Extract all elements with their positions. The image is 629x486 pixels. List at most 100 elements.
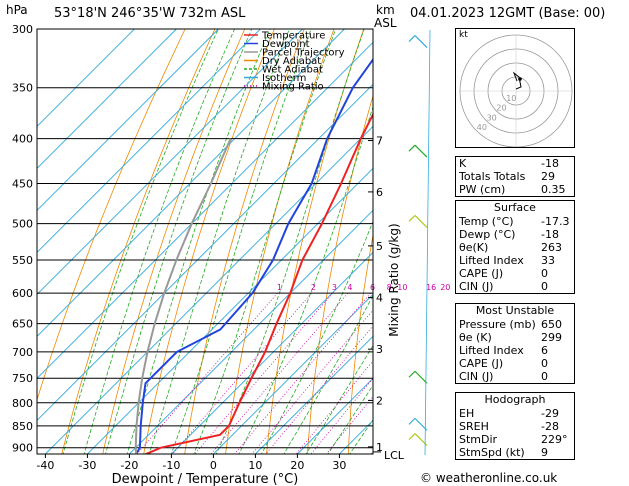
- km-tick-label: 2: [376, 394, 383, 407]
- storm-motion-marker: [518, 77, 522, 81]
- mixing-ratio-label: 16: [426, 283, 436, 292]
- index-row-pw: PW (cm) 0.35: [459, 183, 566, 196]
- isotherm-line: [37, 29, 177, 170]
- surface-table: Surface Temp (°C) -17.3 Dewp (°C) -18 θe(K…: [455, 200, 575, 294]
- legend-label: Parcel Trajectory: [262, 48, 345, 59]
- mixing-ratio-line: [251, 309, 373, 454]
- pressure-tick-label: 450: [12, 178, 33, 191]
- mixing-ratio-label: 2: [311, 283, 316, 292]
- x-axis-label: Dewpoint / Temperature (°C): [112, 472, 299, 486]
- mixing-ratio-label: 20: [440, 283, 450, 292]
- isotherm-line: [37, 29, 303, 296]
- hodo-row: SREH -28: [459, 420, 559, 433]
- temperature-tick-label: -40: [36, 459, 54, 472]
- wet-adiabat-line: [238, 105, 373, 454]
- mu-row: CAPE (J) 0: [459, 357, 548, 370]
- isotherm-line: [37, 29, 135, 128]
- pressure-tick-label: 350: [12, 82, 33, 95]
- wind-profile-line: [424, 29, 431, 456]
- pressure-tick-label: 750: [12, 372, 33, 385]
- index-row-totals: Totals Totals 29: [459, 170, 555, 183]
- wind-barb: [414, 215, 428, 228]
- isotherm-line: [87, 167, 373, 454]
- hodograph-table: Hodograph EH -29 SREH -28 StmDir 229° StmSp…: [455, 392, 575, 460]
- hodo-row: StmSpd (kt) 9: [459, 446, 548, 459]
- temperature-tick-label: -20: [120, 459, 138, 472]
- pressure-tick-label: 400: [12, 133, 33, 146]
- wind-barb-flag: [408, 144, 416, 152]
- isotherm-line: [37, 83, 373, 422]
- isotherm-line: [213, 293, 373, 454]
- pressure-tick-label: 650: [12, 318, 33, 331]
- wind-barb: [414, 144, 428, 158]
- wet-adiabat-line: [193, 29, 337, 454]
- mixing-ratio-line: [210, 292, 349, 454]
- wet-adiabat-line: [83, 29, 235, 454]
- hodograph-unit: kt: [459, 30, 468, 40]
- lcl-label: LCL: [384, 449, 405, 462]
- mixing-ratio-line: [136, 292, 278, 454]
- mu-row: CIN (J) 0: [459, 370, 548, 383]
- legend-label: Temperature: [261, 31, 325, 42]
- wet-adiabat-line: [170, 29, 312, 454]
- wind-barb-flag: [408, 35, 416, 43]
- mu-row: Pressure (mb) 650: [459, 318, 562, 331]
- dry-adiabat-line: [184, 29, 305, 454]
- wind-barb-flag: [408, 417, 416, 425]
- pressure-tick-label: 300: [12, 23, 33, 36]
- surface-row: CIN (J) 0: [459, 280, 548, 293]
- copyright: © weatheronline.co.uk: [420, 471, 558, 485]
- surface-row: Lifted Index 33: [459, 254, 555, 267]
- isotherm-line: [255, 335, 373, 454]
- pressure-tick-label: 800: [12, 397, 33, 410]
- mixing-ratio-label: 3: [332, 283, 337, 292]
- hodograph-trace: [512, 71, 522, 90]
- surface-row: θe(K) 263: [459, 241, 562, 254]
- most-unstable-title: Most Unstable: [475, 304, 555, 317]
- surface-row: Dewp (°C) -18: [459, 228, 559, 241]
- hodograph-ring-label: 10: [506, 94, 516, 103]
- temperature-tick-label: 20: [290, 459, 304, 472]
- km-tick-label: 1: [376, 441, 383, 454]
- hodograph-table-title: Hodograph: [484, 393, 546, 406]
- parcel-trajectory-line: [134, 138, 232, 454]
- mixing-ratio-line: [234, 292, 371, 454]
- pressure-tick-label: 500: [12, 218, 33, 231]
- isotherm-line: [45, 125, 373, 454]
- dry-adiabat-line: [616, 29, 629, 456]
- hodograph-ring-label: 40: [477, 123, 487, 132]
- hodo-row: StmDir 229°: [459, 433, 568, 446]
- wind-barb: [414, 35, 428, 49]
- surface-title: Surface: [494, 201, 536, 214]
- temperature-tick-label: -30: [78, 459, 96, 472]
- hodograph-ring-label: 30: [487, 113, 497, 122]
- dry-adiabat-line: [143, 29, 275, 454]
- isotherm-line: [297, 377, 373, 454]
- temperature-tick-label: 0: [210, 459, 217, 472]
- dry-adiabat-line: [37, 29, 186, 401]
- datetime-title: 04.01.2023 12GMT (Base: 00): [410, 6, 606, 21]
- isotherm-line: [171, 251, 373, 454]
- indices-table: K -18 Totals Totals 29 PW (cm) 0.35: [455, 156, 575, 197]
- temperature-tick-label: 10: [248, 459, 262, 472]
- wind-barb-flag: [408, 215, 416, 222]
- wet-adiabat-line: [105, 29, 253, 454]
- mu-row: Lifted Index 6: [459, 344, 548, 357]
- mixing-ratio-line: [265, 325, 373, 454]
- mixing-ratio-line: [172, 292, 312, 454]
- km-axis-unit: km: [376, 3, 395, 17]
- isotherm-line: [37, 29, 219, 212]
- mixing-ratio-line: [295, 360, 373, 454]
- wet-adiabat-line: [260, 220, 373, 454]
- mixing-ratio-label: 1: [277, 283, 282, 292]
- wet-adiabat-line: [62, 29, 219, 454]
- dry-adiabat-line: [61, 29, 216, 454]
- dry-adiabat-line: [347, 233, 373, 454]
- dry-adiabat-line: [581, 29, 602, 456]
- isotherm-line: [129, 209, 373, 454]
- station-title: 53°18'N 246°35'W 732m ASL: [54, 6, 246, 21]
- km-tick-label: 7: [376, 135, 383, 148]
- km-tick-label: 5: [376, 240, 383, 253]
